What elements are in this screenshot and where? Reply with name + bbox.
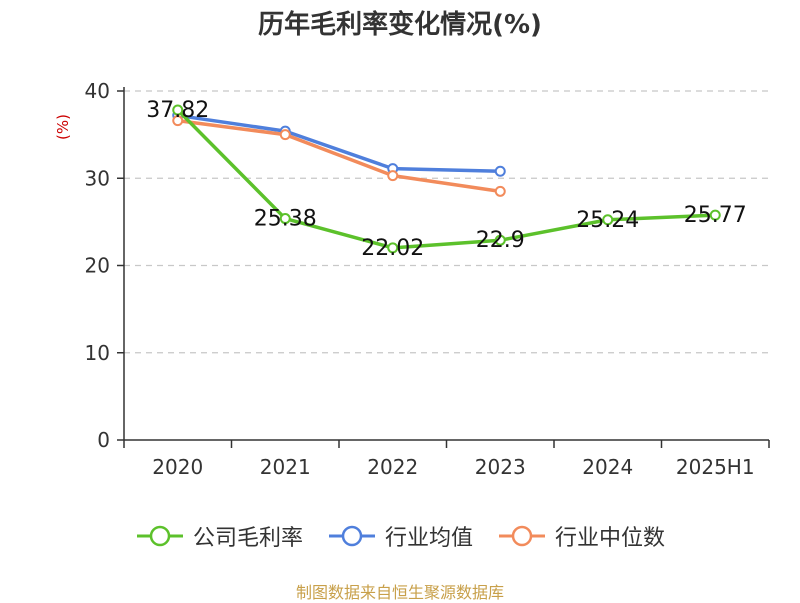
y-tick-label: 30: [85, 166, 110, 190]
x-tick-label: 2022: [367, 455, 418, 479]
data-point: [172, 115, 184, 127]
y-tick-label: 40: [85, 79, 110, 103]
data-point: [494, 165, 506, 177]
x-tick-label: 2021: [260, 455, 311, 479]
x-tick-label: 2024: [582, 455, 633, 479]
series-line: [176, 113, 502, 174]
legend: 公司毛利率 行业均值 行业中位数: [0, 520, 800, 552]
legend-label: 行业均值: [384, 526, 473, 551]
data-label: 22.02: [361, 236, 424, 261]
x-tick-label: 2023: [475, 455, 526, 479]
y-axis-label: (%): [54, 114, 72, 140]
data-point: [279, 213, 291, 225]
legend-label: 公司毛利率: [192, 526, 303, 551]
legend-item[interactable]: 行业均值: [327, 520, 473, 552]
x-tick-label: 2025H1: [676, 455, 755, 479]
legend-swatch-icon: [136, 525, 183, 547]
legend-item[interactable]: 公司毛利率: [135, 520, 303, 552]
grid-lines: [124, 90, 769, 354]
data-label: 22.9: [476, 228, 525, 253]
data-labels: 37.82 25.38 22.02 22.9 25.24 25.77: [146, 98, 746, 261]
data-point: [602, 214, 614, 226]
series-lines: [172, 104, 721, 254]
data-label: 25.38: [254, 207, 317, 232]
axes: 0 10 20 30 40 2020 2021 2022 2023 2024 2025H1: [85, 79, 770, 479]
chart-title: 历年毛利率变化情况(%): [258, 10, 542, 40]
legend-label: 行业中位数: [555, 526, 666, 551]
y-tick-label: 0: [97, 428, 110, 452]
source-note: 制图数据来自恒生聚源数据库: [295, 583, 504, 602]
data-point: [709, 209, 721, 221]
data-label: 25.77: [684, 203, 747, 228]
legend-swatch-icon: [499, 525, 545, 547]
data-label: 25.24: [576, 208, 639, 233]
data-point: [494, 185, 506, 197]
y-tick-label: 20: [85, 254, 110, 278]
x-tick-label: 2020: [152, 455, 203, 479]
data-label: 37.82: [146, 98, 209, 123]
series-line: [176, 118, 502, 194]
data-point: [172, 104, 184, 116]
y-tick-label: 10: [85, 341, 110, 365]
data-point: [494, 234, 506, 246]
series-line: [176, 108, 717, 250]
legend-item[interactable]: 行业中位数: [497, 520, 665, 552]
data-point: [387, 170, 399, 182]
legend-swatch-icon: [328, 525, 375, 547]
data-point: [387, 242, 399, 254]
data-point: [279, 129, 291, 141]
